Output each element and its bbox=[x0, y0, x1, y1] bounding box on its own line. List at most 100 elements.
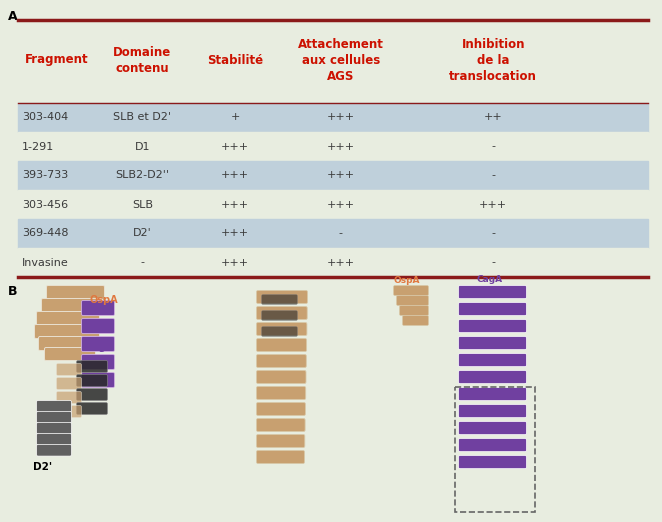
FancyBboxPatch shape bbox=[256, 354, 307, 367]
Text: Fragment: Fragment bbox=[24, 53, 88, 66]
FancyBboxPatch shape bbox=[256, 323, 307, 336]
Text: A: A bbox=[8, 10, 18, 23]
Text: CagA: CagA bbox=[86, 342, 115, 352]
Text: SLB2-D2'': SLB2-D2'' bbox=[115, 171, 169, 181]
Text: -: - bbox=[491, 229, 495, 239]
Text: 1-291: 1-291 bbox=[22, 141, 54, 151]
Text: CagA: CagA bbox=[477, 275, 503, 284]
Text: +++: +++ bbox=[221, 257, 249, 267]
FancyBboxPatch shape bbox=[42, 299, 103, 314]
Text: +++: +++ bbox=[327, 113, 355, 123]
FancyBboxPatch shape bbox=[36, 312, 99, 326]
Text: +++: +++ bbox=[327, 257, 355, 267]
FancyBboxPatch shape bbox=[77, 388, 107, 400]
Text: 303-456: 303-456 bbox=[22, 199, 68, 209]
Text: 393-733: 393-733 bbox=[22, 171, 68, 181]
Text: -: - bbox=[491, 257, 495, 267]
Text: 369-448: 369-448 bbox=[22, 229, 68, 239]
FancyBboxPatch shape bbox=[261, 294, 297, 304]
Text: +++: +++ bbox=[327, 171, 355, 181]
Text: OspA: OspA bbox=[90, 295, 118, 305]
Text: +++: +++ bbox=[221, 141, 249, 151]
FancyBboxPatch shape bbox=[81, 373, 115, 387]
FancyBboxPatch shape bbox=[56, 363, 81, 375]
Bar bbox=[455, 387, 535, 512]
Text: +++: +++ bbox=[327, 141, 355, 151]
FancyBboxPatch shape bbox=[77, 361, 107, 373]
FancyBboxPatch shape bbox=[459, 353, 526, 366]
FancyBboxPatch shape bbox=[256, 306, 307, 319]
FancyBboxPatch shape bbox=[402, 315, 428, 326]
FancyBboxPatch shape bbox=[256, 371, 306, 384]
FancyBboxPatch shape bbox=[393, 286, 428, 295]
FancyBboxPatch shape bbox=[261, 311, 297, 321]
FancyBboxPatch shape bbox=[459, 371, 526, 384]
Bar bbox=[18, 219, 648, 248]
FancyBboxPatch shape bbox=[256, 291, 308, 303]
Text: 303-404: 303-404 bbox=[22, 113, 68, 123]
Text: B: B bbox=[8, 285, 17, 298]
Text: +++: +++ bbox=[221, 229, 249, 239]
FancyBboxPatch shape bbox=[459, 337, 526, 350]
FancyBboxPatch shape bbox=[81, 318, 115, 334]
Text: -: - bbox=[491, 141, 495, 151]
FancyBboxPatch shape bbox=[36, 400, 71, 412]
FancyBboxPatch shape bbox=[256, 386, 306, 399]
Text: +++: +++ bbox=[221, 171, 249, 181]
FancyBboxPatch shape bbox=[81, 354, 115, 370]
FancyBboxPatch shape bbox=[46, 286, 105, 301]
FancyBboxPatch shape bbox=[56, 406, 81, 418]
FancyBboxPatch shape bbox=[459, 405, 526, 418]
Text: -: - bbox=[491, 171, 495, 181]
Text: Attachement
aux cellules
AGS: Attachement aux cellules AGS bbox=[298, 38, 384, 82]
Text: +++: +++ bbox=[479, 199, 507, 209]
Text: D2': D2' bbox=[133, 229, 152, 239]
FancyBboxPatch shape bbox=[399, 305, 428, 315]
FancyBboxPatch shape bbox=[459, 319, 526, 333]
Bar bbox=[18, 161, 648, 190]
FancyBboxPatch shape bbox=[459, 456, 526, 469]
Text: SLB et D2': SLB et D2' bbox=[113, 113, 171, 123]
Text: +++: +++ bbox=[327, 199, 355, 209]
Bar bbox=[18, 248, 648, 277]
FancyBboxPatch shape bbox=[34, 325, 99, 338]
FancyBboxPatch shape bbox=[36, 422, 71, 434]
FancyBboxPatch shape bbox=[256, 419, 305, 432]
FancyBboxPatch shape bbox=[77, 402, 107, 414]
FancyBboxPatch shape bbox=[256, 434, 305, 447]
Text: ++: ++ bbox=[484, 113, 502, 123]
FancyBboxPatch shape bbox=[256, 450, 305, 464]
FancyBboxPatch shape bbox=[81, 301, 115, 315]
FancyBboxPatch shape bbox=[36, 445, 71, 456]
Text: OspA: OspA bbox=[394, 276, 420, 285]
Bar bbox=[18, 132, 648, 161]
Bar bbox=[18, 190, 648, 219]
Text: D2': D2' bbox=[34, 462, 52, 472]
FancyBboxPatch shape bbox=[56, 377, 81, 389]
FancyBboxPatch shape bbox=[459, 286, 526, 299]
FancyBboxPatch shape bbox=[459, 438, 526, 452]
Bar bbox=[18, 103, 648, 132]
FancyBboxPatch shape bbox=[459, 303, 526, 316]
Text: +++: +++ bbox=[221, 199, 249, 209]
Text: -: - bbox=[339, 229, 343, 239]
Text: Invasine: Invasine bbox=[22, 257, 69, 267]
Text: Domaine
contenu: Domaine contenu bbox=[113, 45, 171, 75]
FancyBboxPatch shape bbox=[256, 338, 307, 351]
FancyBboxPatch shape bbox=[77, 374, 107, 386]
Text: Inhibition
de la
translocation: Inhibition de la translocation bbox=[449, 38, 537, 82]
FancyBboxPatch shape bbox=[36, 433, 71, 445]
FancyBboxPatch shape bbox=[81, 337, 115, 351]
Text: -: - bbox=[140, 257, 144, 267]
Text: D1: D1 bbox=[134, 141, 150, 151]
FancyBboxPatch shape bbox=[459, 421, 526, 435]
FancyBboxPatch shape bbox=[397, 295, 428, 305]
FancyBboxPatch shape bbox=[36, 411, 71, 423]
FancyBboxPatch shape bbox=[256, 402, 305, 416]
Text: +: + bbox=[230, 113, 240, 123]
FancyBboxPatch shape bbox=[44, 348, 95, 361]
FancyBboxPatch shape bbox=[261, 326, 297, 337]
Text: Stabilité: Stabilité bbox=[207, 53, 263, 66]
FancyBboxPatch shape bbox=[56, 392, 81, 404]
Text: SLB: SLB bbox=[132, 199, 153, 209]
